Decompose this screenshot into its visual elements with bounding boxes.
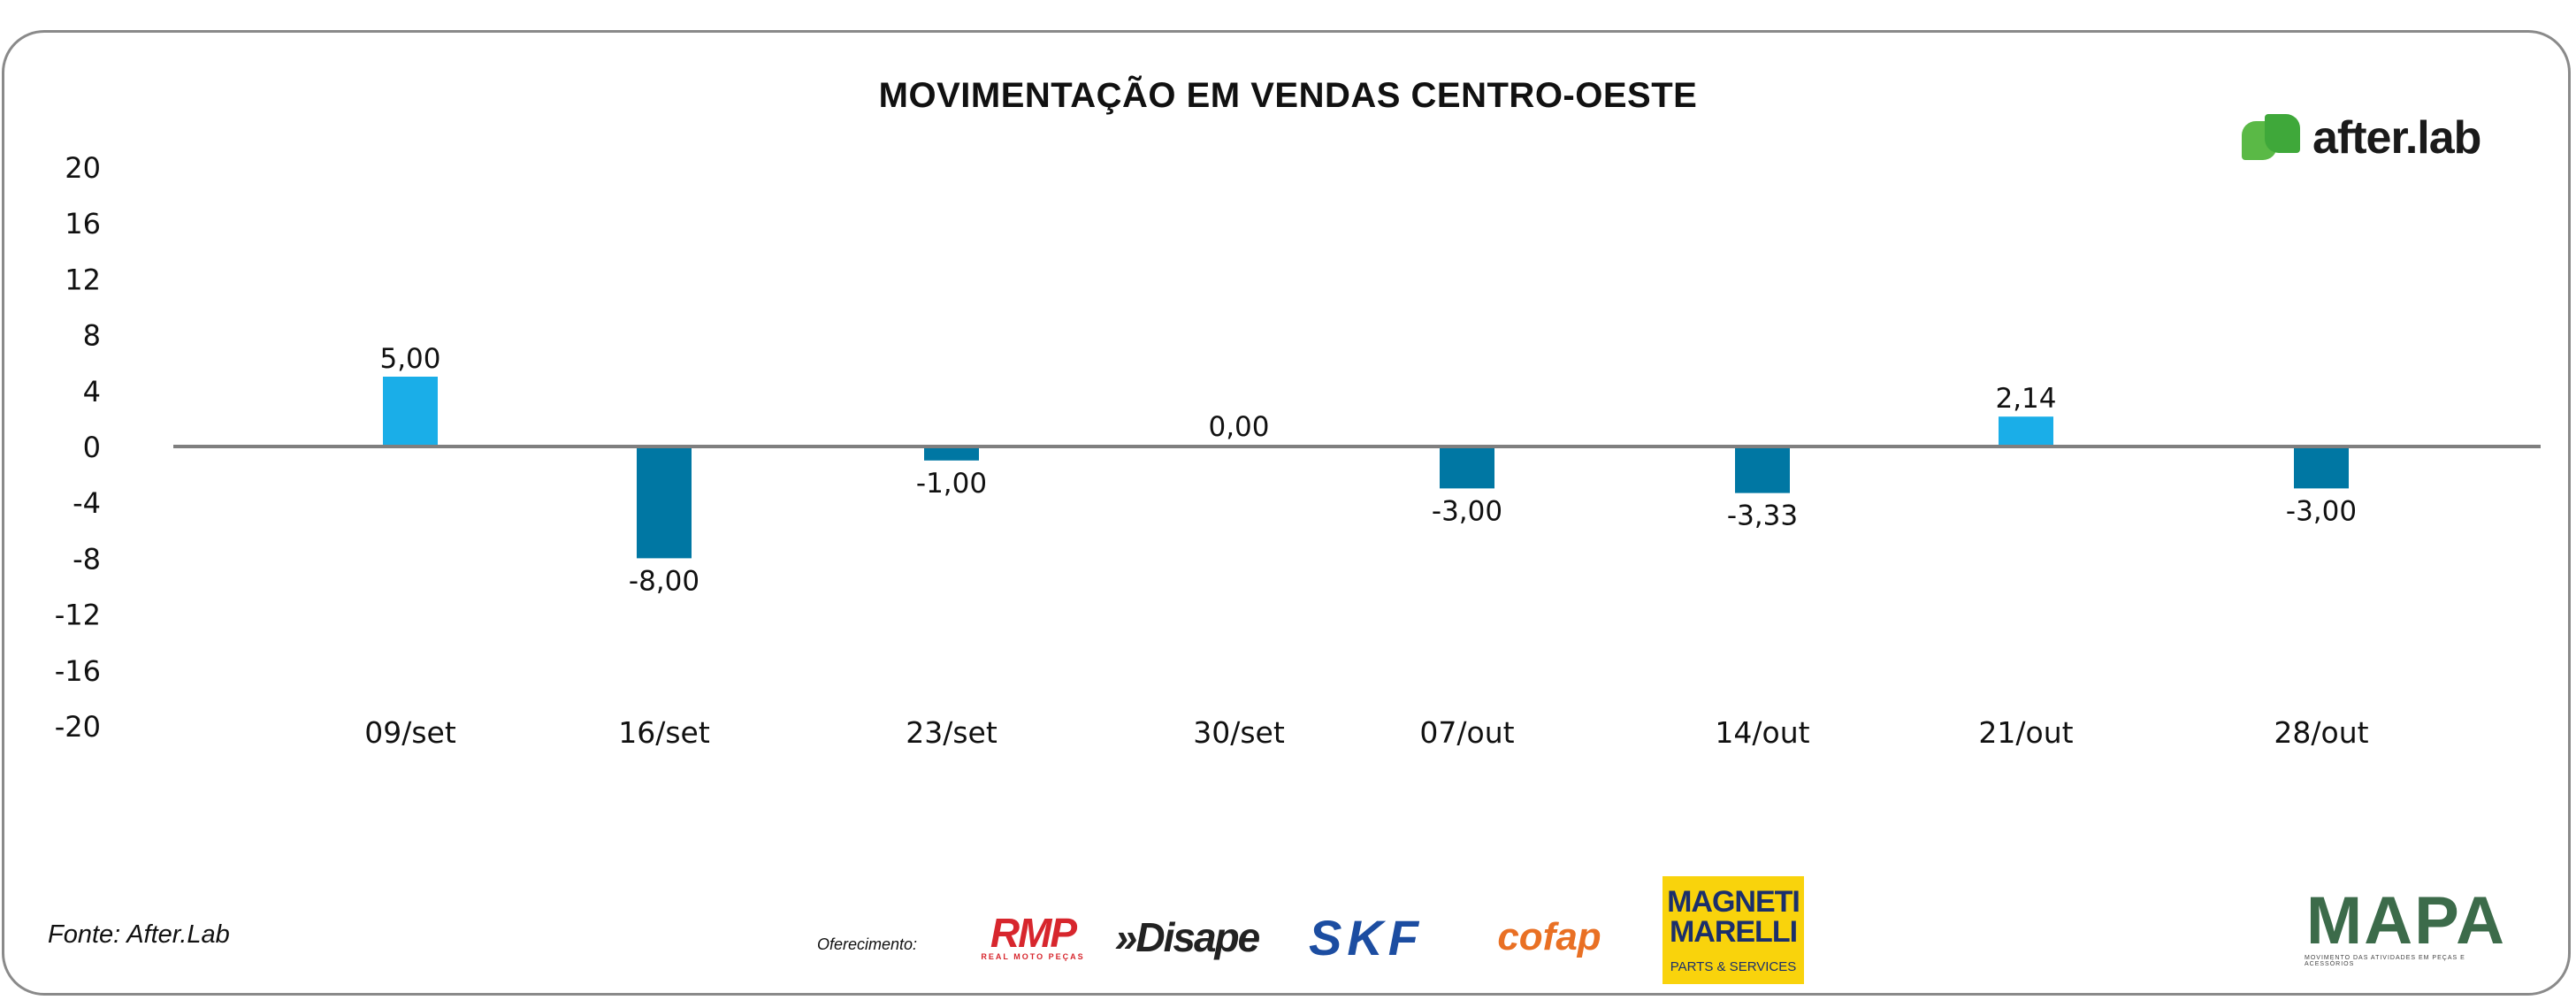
data-label: -1,00 bbox=[916, 468, 987, 500]
y-tick-label: -8 bbox=[73, 542, 101, 576]
data-label: 2,14 bbox=[1995, 383, 2056, 415]
data-label: -8,00 bbox=[629, 565, 699, 597]
data-label: -3,00 bbox=[1432, 495, 1502, 527]
bar-09/set bbox=[383, 377, 438, 447]
magneti-marelli-logo: MAGNETI MARELLI PARTS & SERVICES bbox=[1663, 876, 1804, 984]
data-labels: 5,00 -8,00 -1,00 0,00 -3,00 -3,33 2,14 -3,00 bbox=[379, 343, 2357, 597]
bar-21/out bbox=[1999, 416, 2053, 447]
x-tick-label: 09/set bbox=[364, 715, 456, 750]
bar-series bbox=[383, 377, 2349, 559]
y-tick-label: 8 bbox=[83, 319, 101, 353]
chart-frame bbox=[2, 30, 2571, 996]
x-tick-label: 16/set bbox=[618, 715, 710, 750]
source-note: Fonte: After.Lab bbox=[48, 920, 230, 949]
bar-16/set bbox=[637, 447, 692, 559]
disape-logo: »Disape bbox=[1114, 914, 1260, 960]
y-tick-label: -12 bbox=[55, 599, 101, 632]
sponsors-label: Oferecimento: bbox=[817, 935, 918, 953]
y-tick-label: -20 bbox=[55, 710, 101, 744]
y-tick-label: -16 bbox=[55, 654, 101, 688]
afterlab-logo-text: after.lab bbox=[2312, 112, 2481, 164]
x-tick-label: 07/out bbox=[1419, 715, 1514, 750]
y-tick-label: 4 bbox=[83, 375, 101, 408]
magneti-logo-line1: MAGNETI bbox=[1667, 884, 1800, 919]
y-tick-label: 16 bbox=[65, 207, 101, 240]
x-tick-label: 21/out bbox=[1978, 715, 2073, 750]
data-label: -3,33 bbox=[1727, 500, 1798, 532]
mapa-logo-text: MAPA bbox=[2305, 883, 2507, 958]
bar-07/out bbox=[1440, 447, 1494, 489]
rmp-logo-subtext: REAL MOTO PEÇAS bbox=[981, 952, 1085, 961]
bar-23/set bbox=[924, 447, 979, 461]
bar-28/out bbox=[2294, 447, 2349, 489]
y-tick-label: 20 bbox=[65, 151, 101, 185]
data-label: 0,00 bbox=[1208, 411, 1269, 443]
bar-14/out bbox=[1735, 447, 1790, 493]
y-tick-label: 0 bbox=[83, 431, 101, 464]
chart-title: MOVIMENTAÇÃO EM VENDAS CENTRO-OESTE bbox=[878, 76, 1698, 115]
data-label: 5,00 bbox=[379, 343, 440, 375]
y-tick-label: 12 bbox=[65, 263, 101, 296]
afterlab-mark-icon bbox=[2242, 112, 2304, 164]
afterlab-logo: after.lab bbox=[2242, 110, 2481, 166]
mapa-logo: MAPA MOVIMENTO DAS ATIVIDADES EM PEÇAS E… bbox=[2305, 883, 2508, 968]
magneti-logo-line2: MARELLI bbox=[1669, 914, 1798, 949]
x-tick-label: 14/out bbox=[1715, 715, 1809, 750]
y-tick-label: -4 bbox=[73, 486, 101, 520]
rmp-logo: RMP REAL MOTO PEÇAS bbox=[973, 911, 1093, 964]
x-axis: 09/set 16/set 23/set 30/set 07/out 14/out 21/o… bbox=[364, 715, 2368, 750]
rmp-logo-text: RMP bbox=[990, 910, 1077, 956]
skf-logo: SKF bbox=[1309, 909, 1424, 966]
x-tick-label: 30/set bbox=[1193, 715, 1285, 750]
cofap-logo: cofap bbox=[1497, 915, 1601, 958]
x-tick-label: 23/set bbox=[906, 715, 998, 750]
magneti-logo-line3: PARTS & SERVICES bbox=[1670, 958, 1797, 974]
y-axis: 20 16 12 8 4 0 -4 -8 -12 -16 -20 bbox=[55, 151, 101, 744]
data-label: -3,00 bbox=[2286, 495, 2357, 527]
x-tick-label: 28/out bbox=[2274, 715, 2368, 750]
mapa-logo-subtext: MOVIMENTO DAS ATIVIDADES EM PEÇAS E ACES… bbox=[2305, 955, 2465, 967]
